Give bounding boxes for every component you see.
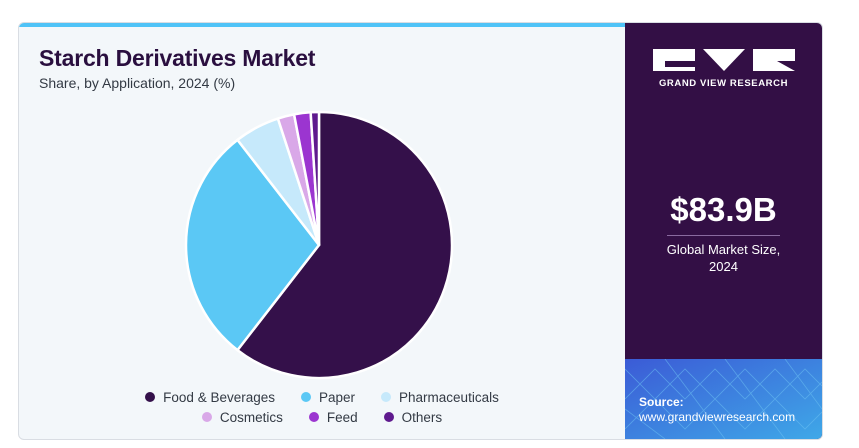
source-label: Source: <box>639 395 684 409</box>
chart-title: Starch Derivatives Market <box>39 45 316 71</box>
legend-label-feed: Feed <box>326 409 358 425</box>
market-size-label: Global Market Size, 2024 <box>625 241 822 275</box>
legend-item-feed: Feed <box>308 409 358 425</box>
legend-label-pharmaceuticals: Pharmaceuticals <box>399 389 499 405</box>
chart-legend: Food & Beverages Paper Pharmaceuticals C… <box>19 387 625 427</box>
grand-view-research-logo <box>653 49 795 71</box>
legend-label-paper: Paper <box>319 389 356 405</box>
pie-slice-paper <box>184 138 321 352</box>
summary-panel: GRAND VIEW RESEARCH $83.9B Global Market… <box>625 23 822 439</box>
source-url[interactable]: www.grandviewresearch.com <box>639 410 796 424</box>
legend-swatch-food-beverages <box>145 392 156 402</box>
legend-label-others: Others <box>401 409 443 425</box>
pie-slice-food-beverages <box>236 110 454 380</box>
market-size-label-line2: 2024 <box>709 259 738 274</box>
market-size-label-line1: Global Market Size, <box>666 242 781 257</box>
legend-item-paper: Paper <box>301 390 355 405</box>
chart-subtitle: Share, by Application, 2024 (%) <box>39 75 236 91</box>
legend-swatch-paper <box>301 392 311 402</box>
chart-panel: Starch Derivatives Market Share, by Appl… <box>19 23 625 439</box>
market-size-value: $83.9B <box>670 191 777 228</box>
legend-item-cosmetics: Cosmetics <box>201 409 283 425</box>
legend-item-pharmaceuticals: Pharmaceuticals <box>381 390 499 405</box>
legend-row-2: Cosmetics Feed Others <box>19 407 625 427</box>
pie-slice-others <box>309 110 321 247</box>
legend-swatch-feed <box>308 412 319 422</box>
legend-swatch-cosmetics <box>201 412 212 422</box>
source-pattern <box>625 359 822 439</box>
legend-row-1: Food & Beverages Paper Pharmaceuticals <box>19 387 625 407</box>
legend-label-food-beverages: Food & Beverages <box>163 389 275 405</box>
legend-item-food-beverages: Food & Beverages <box>145 390 275 405</box>
legend-item-others: Others <box>383 409 443 425</box>
legend-swatch-pharmaceuticals <box>381 392 392 402</box>
chart-card: Starch Derivatives Market Share, by Appl… <box>18 22 823 440</box>
legend-swatch-others <box>383 412 394 422</box>
source-box: Source: www.grandviewresearch.com <box>625 359 822 439</box>
legend-label-cosmetics: Cosmetics <box>219 409 283 425</box>
accent-bar <box>19 23 625 27</box>
metric-divider <box>667 235 780 236</box>
brand-name: GRAND VIEW RESEARCH <box>658 78 789 89</box>
pie-chart <box>184 110 454 380</box>
